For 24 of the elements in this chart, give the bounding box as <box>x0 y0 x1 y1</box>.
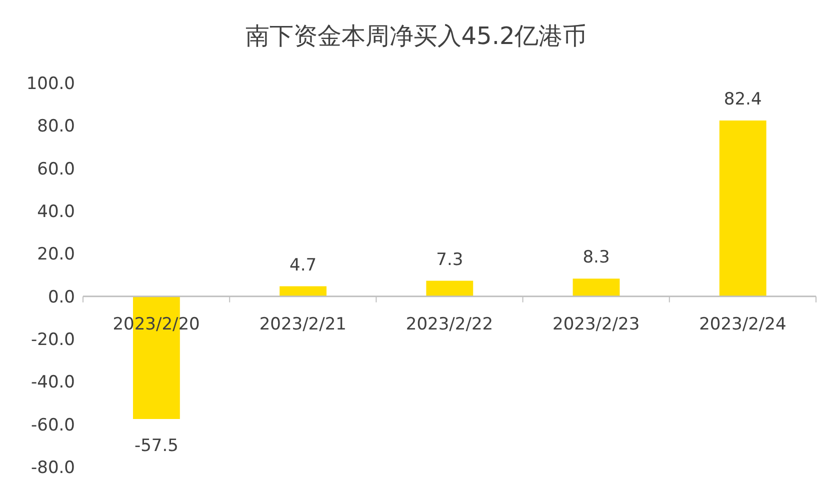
data-label: 4.7 <box>290 255 317 276</box>
data-label: 82.4 <box>724 90 762 110</box>
bar <box>426 280 474 296</box>
chart-title: 南下资金本周净买入45.2亿港币 <box>244 21 588 52</box>
data-label: 7.3 <box>436 250 464 270</box>
bar <box>572 278 620 296</box>
bar <box>280 286 327 296</box>
y-tick-label: -60.0 <box>31 415 75 436</box>
y-tick-label: -40.0 <box>31 372 75 393</box>
y-tick-label: 20.0 <box>37 244 75 265</box>
x-tick-label: 2023/2/23 <box>552 314 640 334</box>
y-tick-label: 100.0 <box>26 74 75 94</box>
y-tick-label: 0.0 <box>48 287 75 308</box>
x-tick-label: 2023/2/21 <box>259 314 346 334</box>
data-label: -57.5 <box>134 436 178 456</box>
y-tick-label: 60.0 <box>37 159 75 180</box>
y-tick-label: -80.0 <box>31 458 75 478</box>
bar <box>719 120 766 296</box>
y-tick-label: 80.0 <box>37 116 75 137</box>
y-tick-label: 40.0 <box>37 202 75 222</box>
data-label: 8.3 <box>582 248 610 268</box>
y-tick-label: -20.0 <box>31 330 75 350</box>
x-tick-label: 2023/2/24 <box>699 314 786 334</box>
x-tick-label: 2023/2/22 <box>406 314 494 334</box>
